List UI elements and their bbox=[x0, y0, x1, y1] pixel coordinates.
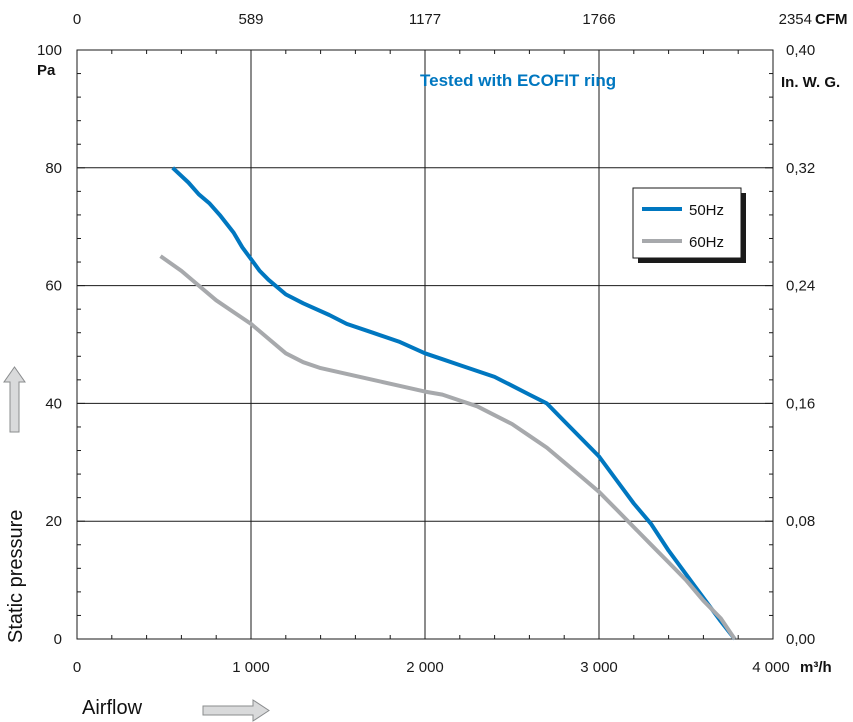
right-tick-label: 0,32 bbox=[786, 160, 815, 177]
y-axis-title: Static pressure bbox=[5, 510, 27, 643]
x-tick-label: 1 000 bbox=[232, 659, 270, 676]
top-tick-label: 589 bbox=[238, 11, 263, 28]
legend-label-60hz: 60Hz bbox=[689, 234, 724, 251]
right-axis-unit: In. W. G. bbox=[781, 74, 840, 91]
y-tick-label: 100 bbox=[37, 42, 62, 59]
y-tick-label: 0 bbox=[54, 631, 62, 648]
right-tick-label: 0,00 bbox=[786, 631, 815, 648]
x-axis-arrow bbox=[202, 699, 270, 722]
top-axis-labels: 0 589 1177 1766 2354 bbox=[73, 11, 812, 28]
right-tick-label: 0,40 bbox=[786, 42, 815, 59]
series-group bbox=[159, 166, 737, 641]
left-axis-labels: 0 20 40 60 80 100 bbox=[37, 42, 62, 648]
y-tick-label: 20 bbox=[45, 513, 62, 530]
y-axis-arrow bbox=[3, 366, 26, 433]
bottom-axis-labels: 0 1 000 2 000 3 000 4 000 bbox=[73, 659, 790, 676]
top-tick-label: 1177 bbox=[409, 11, 441, 28]
legend-label-50hz: 50Hz bbox=[689, 202, 724, 219]
top-tick-label: 0 bbox=[73, 11, 81, 28]
x-tick-label: 2 000 bbox=[406, 659, 444, 676]
right-tick-label: 0,08 bbox=[786, 513, 815, 530]
x-axis-title: Airflow bbox=[82, 697, 143, 719]
y-tick-label: 60 bbox=[45, 278, 62, 295]
series-line-60hz bbox=[159, 254, 737, 641]
right-tick-label: 0,16 bbox=[786, 395, 815, 412]
x-tick-label: 3 000 bbox=[580, 659, 618, 676]
x-tick-label: 4 000 bbox=[752, 659, 790, 676]
right-tick-label: 0,24 bbox=[786, 278, 815, 295]
chart-annotation: Tested with ECOFIT ring bbox=[420, 71, 616, 90]
y-tick-label: 40 bbox=[45, 395, 62, 412]
top-tick-label: 2354 bbox=[779, 11, 812, 28]
top-axis-unit: CFM bbox=[815, 11, 848, 28]
right-axis-labels: 0,00 0,08 0,16 0,24 0,32 0,40 bbox=[786, 42, 815, 648]
series-line-50hz bbox=[171, 166, 737, 641]
grid bbox=[76, 49, 774, 640]
left-axis-unit: Pa bbox=[37, 62, 56, 79]
bottom-axis-unit: m³/h bbox=[800, 659, 832, 676]
legend-box bbox=[632, 187, 742, 259]
y-tick-label: 80 bbox=[45, 160, 62, 177]
x-tick-label: 0 bbox=[73, 659, 81, 676]
top-tick-label: 1766 bbox=[582, 11, 615, 28]
legend: 50Hz 60Hz bbox=[632, 187, 746, 263]
